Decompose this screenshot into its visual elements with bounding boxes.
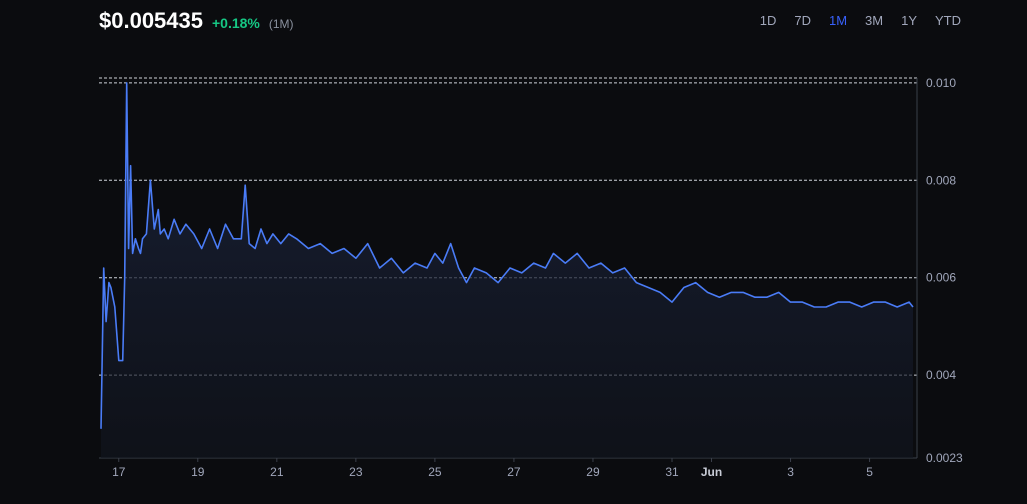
range-tab-7d[interactable]: 7D [785, 13, 820, 28]
y-tick-label: 0.004 [926, 368, 956, 382]
y-tick-label: 0.010 [926, 76, 956, 90]
price-change: +0.18% [212, 15, 260, 31]
range-tab-1m[interactable]: 1M [820, 13, 856, 28]
price-header: $0.005435 +0.18% (1M) [99, 8, 294, 34]
y-tick-label: 0.0023 [926, 451, 963, 465]
time-range-tabs: 1D 7D 1M 3M 1Y YTD [751, 13, 970, 28]
y-tick-label: 0.008 [926, 173, 956, 187]
x-tick-label: 19 [191, 465, 205, 479]
price-area-fill [101, 82, 913, 459]
x-tick-label: 3 [787, 465, 794, 479]
x-tick-label: 25 [428, 465, 442, 479]
price-line [100, 82, 914, 429]
range-tab-1d[interactable]: 1D [751, 13, 786, 28]
x-tick-label: 17 [112, 465, 126, 479]
range-tab-3m[interactable]: 3M [856, 13, 892, 28]
x-tick-label: 21 [270, 465, 284, 479]
change-period: (1M) [268, 17, 294, 31]
x-tick-label: 27 [507, 465, 521, 479]
x-tick-label: 5 [866, 465, 873, 479]
range-tab-ytd[interactable]: YTD [926, 13, 970, 28]
x-tick-label: 29 [586, 465, 600, 479]
current-price: $0.005435 [99, 8, 203, 33]
y-tick-label: 0.006 [926, 271, 956, 285]
range-tab-1y[interactable]: 1Y [892, 13, 926, 28]
x-tick-label: Jun [701, 465, 722, 479]
x-tick-label: 31 [665, 465, 679, 479]
x-tick-label: 23 [349, 465, 363, 479]
